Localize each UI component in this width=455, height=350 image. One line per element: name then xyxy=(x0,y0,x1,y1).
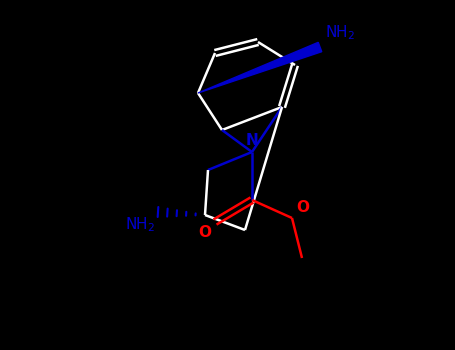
Text: O: O xyxy=(198,225,211,240)
Text: O: O xyxy=(296,200,309,215)
Text: N: N xyxy=(246,133,258,148)
Polygon shape xyxy=(198,42,322,93)
Text: NH$_2$: NH$_2$ xyxy=(325,23,355,42)
Text: NH$_2$: NH$_2$ xyxy=(125,215,155,234)
